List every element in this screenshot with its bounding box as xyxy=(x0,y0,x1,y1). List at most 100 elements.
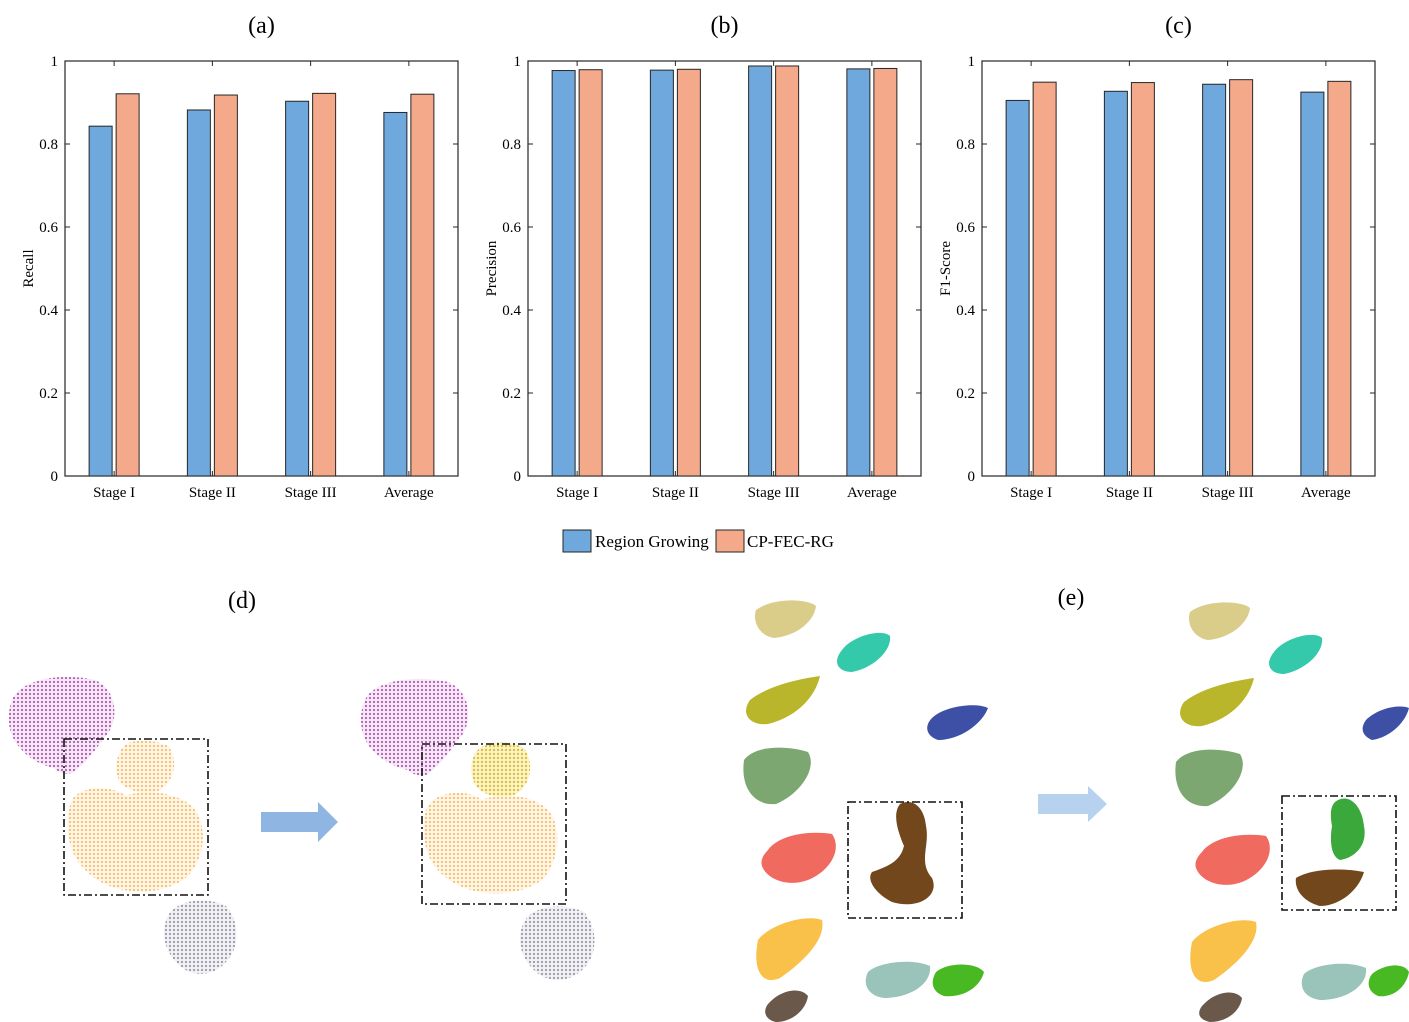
y-tick-label: 0 xyxy=(968,469,976,485)
x-tick-label: Stage II xyxy=(1106,485,1153,501)
cluster-navy xyxy=(927,705,988,740)
bar-cp-fec-rg xyxy=(578,69,603,477)
cluster-green xyxy=(932,964,984,997)
cluster-darkbrown xyxy=(765,990,808,1022)
bar-region-growing xyxy=(551,70,576,477)
leaf-cluster-purple xyxy=(8,676,115,774)
y-tick-label: 0.8 xyxy=(956,137,975,153)
legend-swatch-region-growing xyxy=(562,529,592,553)
cluster-seafoam xyxy=(865,961,931,998)
legend-label-cp-fec-rg: CP-FEC-RG xyxy=(747,532,834,551)
y-tick-label: 0.4 xyxy=(502,303,521,319)
point-cloud-before xyxy=(8,676,237,974)
leaf-cluster-gray xyxy=(164,900,237,974)
bar-region-growing xyxy=(285,100,310,477)
cluster-red-after xyxy=(1195,834,1270,885)
y-tick-label: 0.4 xyxy=(39,303,58,319)
cluster-navy-after xyxy=(1362,706,1409,740)
cluster-olive xyxy=(746,676,820,725)
bar-cp-fec-rg xyxy=(676,68,701,477)
leaf-cluster-gray-after xyxy=(520,906,595,980)
leaf-cluster-orange-after xyxy=(423,792,558,894)
y-axis-label: Recall xyxy=(21,249,37,287)
recall-chart: (a) 0 0.2 0.4 0.6 0.8 1 Recall Stage I Stage II St… xyxy=(21,13,459,501)
cluster-sage xyxy=(743,747,811,805)
bar-region-growing xyxy=(1005,99,1030,477)
panel-e: (e) xyxy=(743,585,1409,1022)
cluster-sage-after xyxy=(1175,749,1243,807)
bar-cp-fec-rg xyxy=(1327,80,1352,477)
highlight-box-e-after xyxy=(1281,795,1397,911)
plot-frame xyxy=(981,60,1376,477)
x-tick-label: Average xyxy=(847,485,897,501)
cluster-brown-split-after xyxy=(1295,869,1364,906)
x-tick-label: Stage III xyxy=(285,485,337,501)
leaf-cluster-purple-after xyxy=(360,678,469,776)
cluster-teal-after xyxy=(1269,634,1323,674)
x-tick-label: Average xyxy=(1301,485,1351,501)
y-tick-label: 0.6 xyxy=(39,220,58,236)
leaf-cluster-orange-main xyxy=(67,788,203,892)
cluster-green-split-after xyxy=(1330,798,1365,860)
bar-cp-fec-rg xyxy=(213,94,238,477)
y-tick-label: 0.8 xyxy=(39,137,58,153)
bar-region-growing xyxy=(1103,90,1128,477)
y-tick-label: 0 xyxy=(514,469,522,485)
bar-region-growing xyxy=(649,69,674,477)
y-tick-label: 0.4 xyxy=(956,303,975,319)
x-tick-label: Stage II xyxy=(189,485,236,501)
cluster-gold xyxy=(756,918,823,981)
bar-region-growing xyxy=(846,68,871,477)
x-tick-label: Stage I xyxy=(93,485,135,501)
bar-cp-fec-rg xyxy=(873,67,898,477)
cluster-green-after xyxy=(1368,965,1409,997)
y-tick-label: 0 xyxy=(51,469,59,485)
highlight-box-e-before xyxy=(847,801,963,919)
cluster-seafoam-after xyxy=(1301,963,1367,1000)
leaf-cluster-orange-top xyxy=(116,740,175,793)
bar-region-growing xyxy=(88,125,113,477)
bar-cp-fec-rg xyxy=(1229,79,1254,477)
cluster-brown xyxy=(870,802,934,905)
cluster-gold-after xyxy=(1190,920,1257,983)
panel-label: (a) xyxy=(248,13,275,39)
legend-swatch-cp-fec-rg xyxy=(715,529,745,553)
x-tick-label: Average xyxy=(384,485,434,501)
cluster-khaki xyxy=(754,600,816,638)
x-tick-label: Stage I xyxy=(556,485,598,501)
panel-d: (d) xyxy=(8,588,595,980)
y-axis-label: F1-Score xyxy=(938,241,954,296)
f1-score-chart: (c) 0 0.2 0.4 0.6 0.8 1 F1-Score Stage I Stage II… xyxy=(938,13,1376,501)
cluster-red xyxy=(761,832,836,883)
bar-cp-fec-rg xyxy=(410,93,435,477)
bar-cp-fec-rg xyxy=(115,93,140,477)
y-tick-label: 0.2 xyxy=(956,386,975,402)
y-tick-label: 0.2 xyxy=(502,386,521,402)
bar-cp-fec-rg xyxy=(775,65,800,477)
panel-label: (c) xyxy=(1165,13,1192,39)
panel-label-d: (d) xyxy=(228,588,256,614)
bar-region-growing xyxy=(1202,83,1227,477)
y-tick-label: 0.6 xyxy=(502,220,521,236)
highlight-box-before xyxy=(63,738,209,896)
x-tick-label: Stage III xyxy=(1202,485,1254,501)
y-axis-label: Precision xyxy=(484,240,500,296)
bar-region-growing xyxy=(748,65,773,477)
plot-frame xyxy=(527,60,922,477)
leaf-cluster-yellow-after xyxy=(471,742,531,797)
precision-chart: (b) 0 0.2 0.4 0.6 0.8 1 Precision Stage I Stage I… xyxy=(484,13,922,501)
legend: Region Growing CP-FEC-RG xyxy=(562,529,834,553)
cluster-darkbrown-after xyxy=(1199,992,1242,1022)
y-tick-label: 0.8 xyxy=(502,137,521,153)
bar-region-growing xyxy=(186,109,211,477)
arrow-icon-d xyxy=(261,802,338,842)
point-cloud-after xyxy=(360,678,595,980)
legend-label-region-growing: Region Growing xyxy=(595,532,709,551)
bar-cp-fec-rg xyxy=(312,92,337,477)
arrow-icon-e xyxy=(1038,786,1107,822)
cluster-olive-after xyxy=(1180,678,1254,727)
bar-region-growing xyxy=(1300,91,1325,477)
cluster-teal xyxy=(837,632,891,672)
x-tick-label: Stage III xyxy=(748,485,800,501)
